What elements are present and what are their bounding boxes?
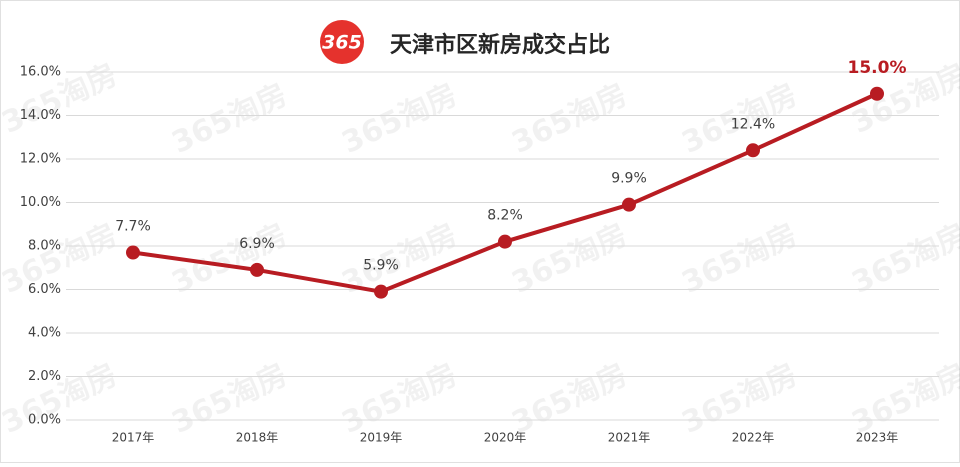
marker — [250, 262, 264, 277]
x-tick-label: 2020年 — [484, 431, 527, 445]
y-tick-label: 10.0% — [20, 195, 61, 210]
x-tick-label: 2021年 — [608, 431, 651, 445]
marker — [126, 245, 140, 260]
data-label: 6.9% — [239, 236, 275, 252]
x-tick-label: 2019年 — [360, 431, 403, 445]
data-label: 7.7% — [115, 219, 151, 235]
x-tick-label: 2018年 — [236, 431, 279, 445]
marker — [622, 197, 636, 212]
marker — [374, 284, 388, 299]
y-tick-label: 0.0% — [28, 413, 61, 428]
y-tick-label: 8.0% — [28, 239, 61, 254]
y-tick-label: 16.0% — [20, 65, 61, 80]
marker — [498, 234, 512, 249]
chart-title: 天津市区新房成交占比 — [390, 32, 610, 58]
logo: 365 — [322, 32, 362, 54]
y-tick-label: 12.0% — [20, 152, 61, 167]
x-tick-label: 2017年 — [112, 431, 155, 445]
data-label: 12.4% — [731, 116, 775, 132]
x-tick-label: 2022年 — [732, 431, 775, 445]
marker — [870, 86, 884, 101]
y-tick-label: 2.0% — [28, 369, 61, 384]
y-tick-label: 14.0% — [20, 108, 61, 123]
logo-badge — [320, 20, 364, 64]
y-tick-label: 6.0% — [28, 282, 61, 297]
y-tick-label: 4.0% — [28, 326, 61, 341]
marker — [746, 143, 760, 158]
x-tick-label: 2023年 — [856, 431, 899, 445]
data-label: 8.2% — [487, 208, 523, 224]
data-label: 5.9% — [363, 258, 399, 274]
data-label: 15.0% — [848, 58, 907, 78]
data-label: 9.9% — [611, 171, 647, 187]
